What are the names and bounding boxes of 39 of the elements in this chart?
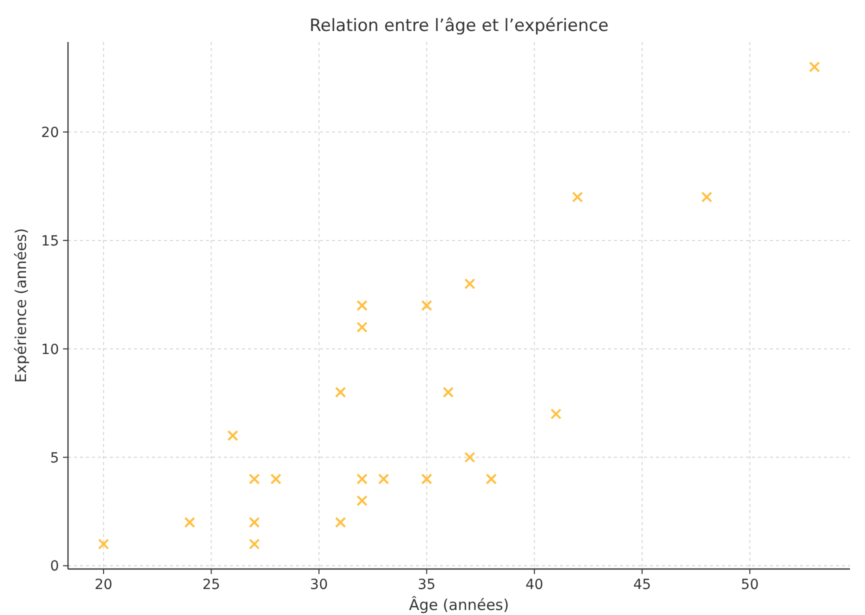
x-tick-label: 30: [310, 577, 328, 593]
point: [356, 300, 368, 311]
point: [356, 322, 368, 333]
point: [335, 386, 346, 398]
point: [550, 408, 562, 420]
y-tick-label: 0: [50, 558, 59, 575]
x-tick-label: 40: [525, 577, 544, 593]
point: [442, 386, 454, 398]
point: [335, 516, 346, 528]
point: [808, 61, 820, 72]
chart-title: Relation entre l’âge et l’expérience: [309, 16, 609, 36]
point: [356, 495, 368, 506]
y-tick-label: 15: [41, 233, 59, 250]
x-tick-label: 35: [418, 577, 436, 593]
point: [270, 474, 282, 484]
point: [248, 474, 260, 484]
point: [421, 474, 432, 484]
point: [572, 192, 583, 203]
point: [356, 474, 368, 484]
point: [98, 538, 110, 550]
y-axis-title: Expérience (années): [12, 228, 30, 383]
point: [248, 516, 260, 528]
y-tick-label: 10: [41, 342, 59, 358]
point: [248, 538, 260, 550]
x-tick-label: 45: [633, 577, 652, 593]
point: [464, 278, 476, 290]
x-axis-title: Âge (années): [409, 596, 509, 614]
y-tick-label: 5: [50, 450, 59, 466]
point: [486, 474, 497, 484]
x-tick-label: 20: [94, 577, 112, 593]
point: [227, 430, 238, 442]
point: [184, 516, 196, 528]
y-tick-label: 20: [41, 125, 59, 141]
point: [464, 452, 476, 463]
x-tick-label: 50: [740, 577, 759, 593]
point: [701, 192, 712, 203]
point: [421, 300, 432, 311]
x-tick-label: 25: [202, 577, 220, 593]
point: [378, 474, 390, 484]
